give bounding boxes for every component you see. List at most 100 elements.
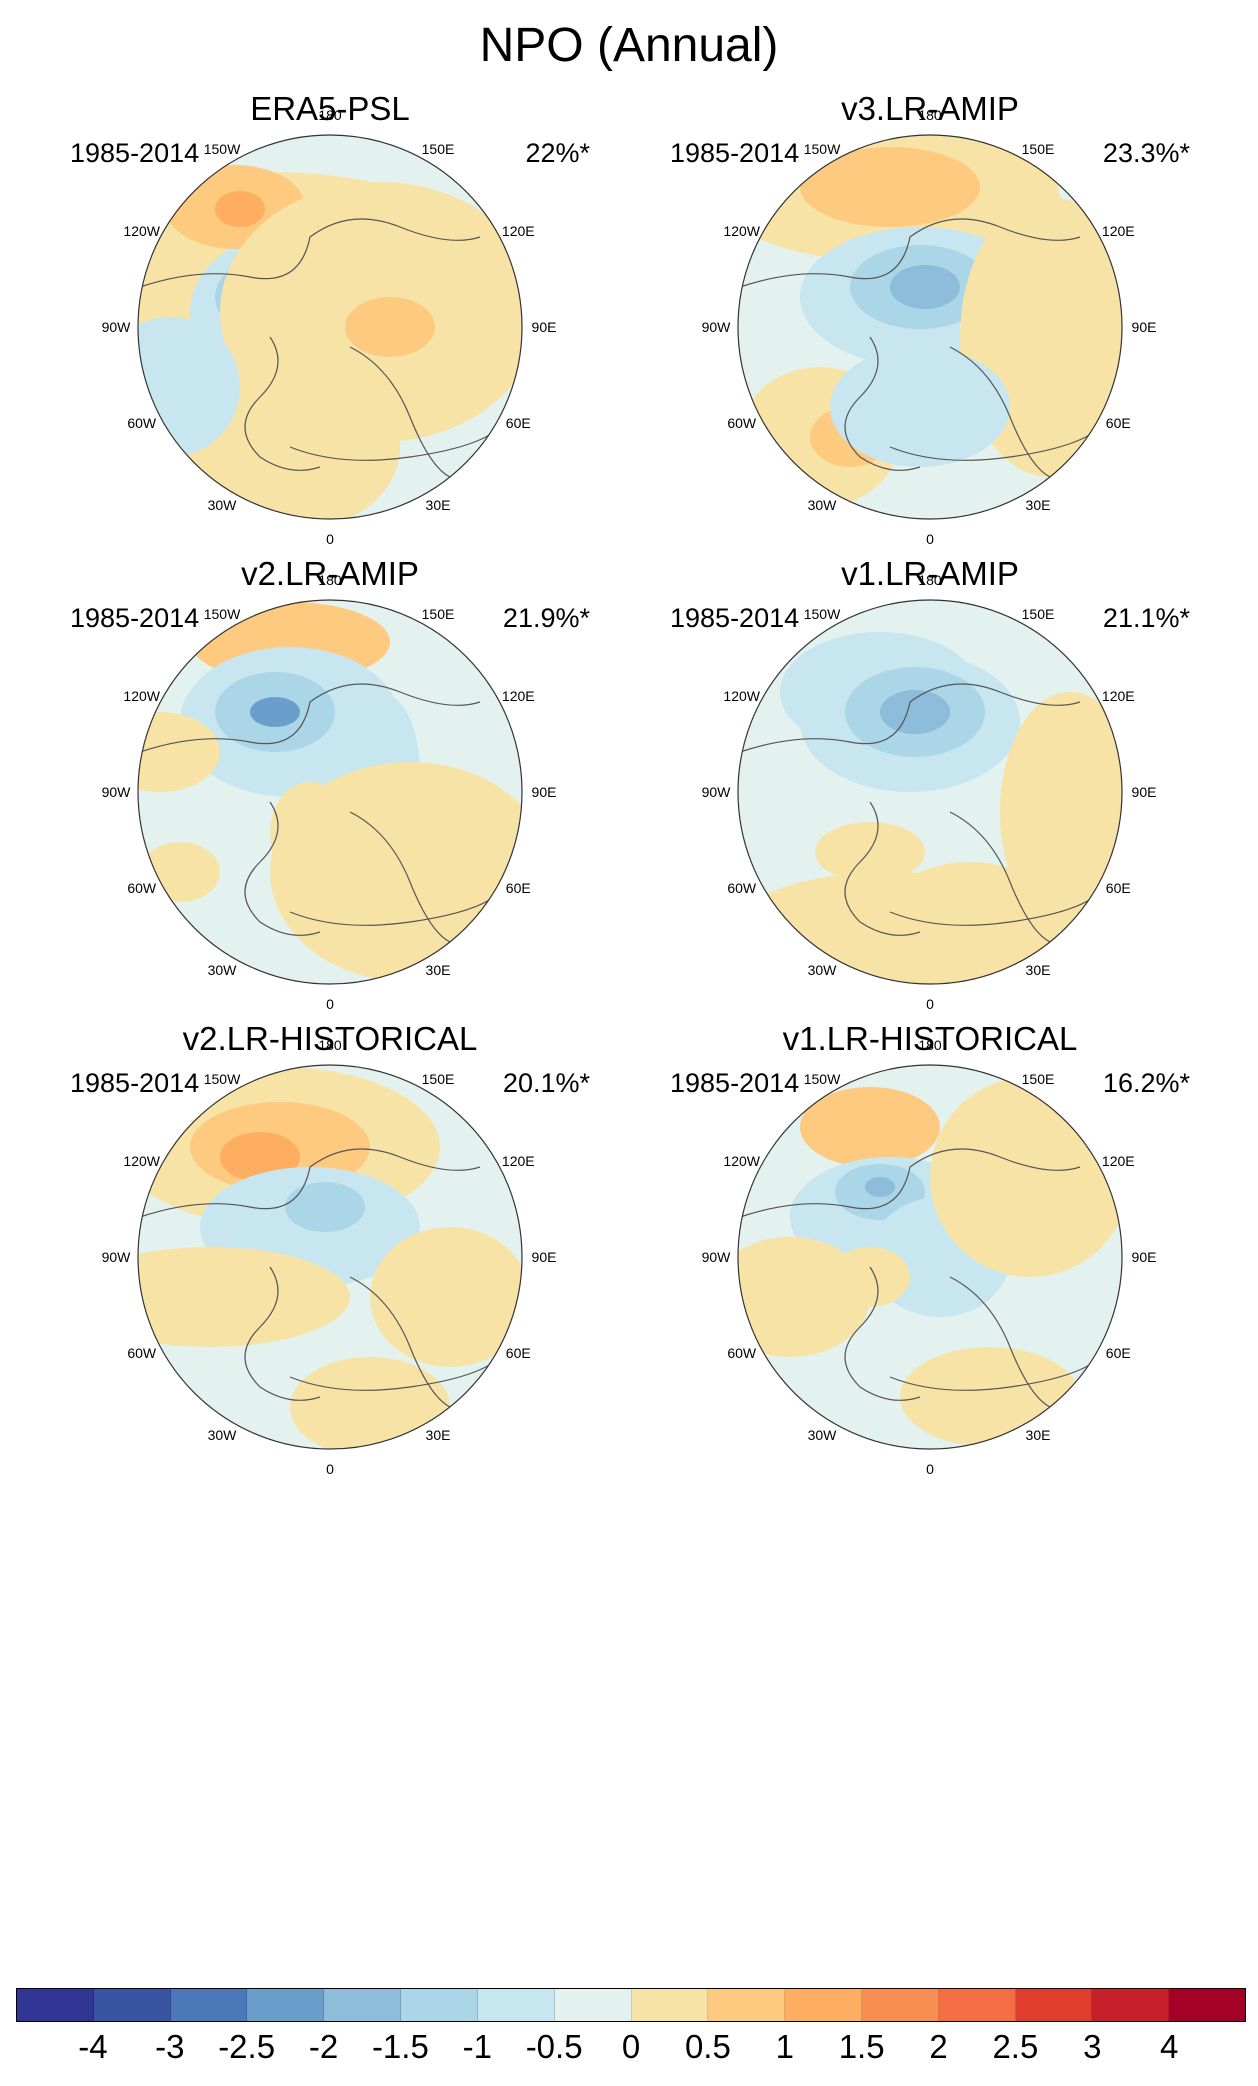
longitude-label: 0 — [926, 996, 934, 1012]
longitude-label: 150E — [421, 605, 455, 622]
longitude-label: 60W — [127, 415, 157, 431]
map-border — [137, 134, 523, 520]
panel-title: ERA5-PSL — [250, 90, 410, 127]
polar-map — [737, 134, 1123, 520]
polar-map — [137, 134, 523, 520]
panel-period: 1985-2014 — [670, 138, 800, 168]
colorbar-tick-label: 0.5 — [684, 2028, 731, 2065]
colorbar-swatch — [708, 1989, 786, 2021]
longitude-label: 150W — [203, 605, 241, 622]
explained-variance: 21.1%* — [1102, 603, 1190, 633]
anomaly-contour — [865, 1177, 895, 1197]
map-border — [737, 134, 1123, 520]
colorbar-tick-label: -3 — [155, 2028, 185, 2065]
anomaly-contour — [900, 1347, 1080, 1447]
longitude-label: 30W — [807, 962, 837, 979]
colorbar-tick-label: -1.5 — [371, 2028, 429, 2065]
longitude-label: 150W — [203, 140, 241, 157]
longitude-label: 90W — [101, 319, 131, 335]
colorbar-tick-label: -1 — [462, 2028, 492, 2065]
explained-variance: 23.3%* — [1102, 138, 1190, 168]
longitude-label: 120E — [501, 688, 535, 704]
longitude-label: 60E — [505, 415, 531, 431]
anomaly-contour — [880, 690, 950, 734]
longitude-label: 120W — [723, 223, 761, 239]
longitude-label: 180 — [318, 572, 342, 588]
coastline — [139, 683, 501, 943]
panel-title: v1.LR-AMIP — [841, 555, 1019, 592]
longitude-label: 30E — [425, 962, 451, 979]
anomaly-contour — [830, 1247, 910, 1307]
anomaly-contour — [138, 317, 240, 457]
map-border — [737, 599, 1123, 985]
map-panel: ERA5-PSL 1985-2014 22%* 180 150W 150E 120W 120E… — [30, 90, 630, 710]
longitude-label: 90E — [531, 784, 557, 800]
anomaly-contour — [830, 347, 1010, 467]
longitude-label: 60E — [505, 880, 531, 896]
panel-period: 1985-2014 — [670, 603, 800, 633]
map-panel: v2.LR-HISTORICAL 1985-2014 20.1%* 180 150W 15… — [30, 1020, 630, 1640]
longitude-label: 60W — [727, 880, 757, 896]
colorbar-swatch — [93, 1989, 171, 2021]
colorbar-swatch — [170, 1989, 248, 2021]
longitude-label: 30W — [807, 1427, 837, 1444]
longitude-label: 150W — [803, 1070, 841, 1087]
colorbar-tick-label: 0 — [621, 2028, 641, 2065]
explained-variance: 21.9%* — [502, 603, 590, 633]
colorbar-swatch — [17, 1989, 94, 2021]
anomaly-contour — [800, 147, 980, 227]
longitude-label: 150W — [203, 1070, 241, 1087]
map-panel: v1.LR-HISTORICAL 1985-2014 16.2%* 180 150W 15… — [630, 1020, 1230, 1640]
longitude-label: 30E — [1025, 497, 1051, 514]
longitude-label: 120E — [501, 223, 535, 239]
longitude-label: 120E — [1101, 688, 1135, 704]
longitude-label: 120E — [1101, 223, 1135, 239]
panel-title: v3.LR-AMIP — [841, 90, 1019, 127]
colorbar-swatch — [477, 1989, 555, 2021]
panel-period: 1985-2014 — [70, 138, 200, 168]
longitude-label: 0 — [926, 1461, 934, 1477]
longitude-label: 180 — [318, 107, 342, 123]
colorbar-swatch — [785, 1989, 862, 2021]
longitude-label: 60W — [727, 1345, 757, 1361]
longitude-label: 0 — [326, 1461, 334, 1477]
longitude-label: 180 — [918, 1037, 942, 1053]
polar-map — [737, 599, 1123, 985]
panel-period: 1985-2014 — [70, 603, 200, 633]
colorbar-swatch — [1169, 1989, 1245, 2021]
anomaly-contour — [138, 712, 220, 792]
longitude-label: 90E — [531, 319, 557, 335]
colorbar-swatch — [861, 1989, 939, 2021]
longitude-label: 30E — [425, 1427, 451, 1444]
longitude-label: 90W — [701, 784, 731, 800]
longitude-label: 120W — [123, 688, 161, 704]
panel-title: v1.LR-HISTORICAL — [782, 1020, 1078, 1057]
longitude-label: 60W — [727, 415, 757, 431]
longitude-label: 120W — [123, 223, 161, 239]
explained-variance: 20.1%* — [502, 1068, 590, 1098]
explained-variance: 16.2%* — [1102, 1068, 1190, 1098]
longitude-label: 0 — [926, 531, 934, 547]
longitude-label: 120E — [1101, 1153, 1135, 1169]
figure-title: NPO (Annual) — [479, 19, 779, 72]
longitude-label: 60E — [505, 1345, 531, 1361]
map-border — [137, 1064, 523, 1450]
longitude-label: 60E — [1105, 1345, 1131, 1361]
longitude-label: 90W — [101, 784, 131, 800]
longitude-label: 60W — [127, 1345, 157, 1361]
colorbar-swatch — [1092, 1989, 1170, 2021]
map-border — [737, 1064, 1123, 1450]
map-panel: v2.LR-AMIP 1985-2014 21.9%* 180 150W 150E 120W… — [30, 555, 630, 1175]
longitude-label: 30E — [1025, 962, 1051, 979]
coastline — [739, 683, 1101, 943]
longitude-label: 180 — [918, 572, 942, 588]
anomaly-contour — [815, 822, 925, 882]
longitude-label: 90E — [1131, 1249, 1157, 1265]
longitude-label: 120W — [723, 688, 761, 704]
colorbar-swatch — [1015, 1989, 1093, 2021]
colorbar-tick-label: -4 — [78, 2028, 108, 2065]
map-panel: v1.LR-AMIP 1985-2014 21.1%* 180 150W 150E 120W… — [630, 555, 1230, 1175]
coastline — [139, 218, 501, 478]
colorbar-tick-label: 3 — [1083, 2028, 1102, 2065]
anomaly-contour — [285, 1182, 365, 1232]
